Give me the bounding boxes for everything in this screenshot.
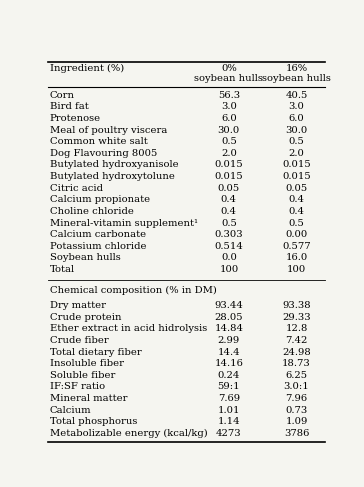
Text: Corn: Corn (50, 91, 75, 100)
Text: Dry matter: Dry matter (50, 301, 106, 310)
Text: 0.0: 0.0 (221, 253, 237, 262)
Text: 0.015: 0.015 (214, 172, 243, 181)
Text: Calcium propionate: Calcium propionate (50, 195, 150, 204)
Text: Insoluble fiber: Insoluble fiber (50, 359, 124, 368)
Text: 0.4: 0.4 (289, 195, 305, 204)
Text: 1.09: 1.09 (285, 417, 308, 426)
Text: 0.05: 0.05 (218, 184, 240, 193)
Text: 14.84: 14.84 (214, 324, 244, 333)
Text: IF:SF ratio: IF:SF ratio (50, 382, 105, 392)
Text: Bird fat: Bird fat (50, 102, 88, 112)
Text: 0.577: 0.577 (282, 242, 311, 251)
Text: 0.303: 0.303 (214, 230, 243, 239)
Text: 0.514: 0.514 (214, 242, 243, 251)
Text: 30.0: 30.0 (285, 126, 308, 134)
Text: 0.5: 0.5 (221, 219, 237, 227)
Text: 7.69: 7.69 (218, 394, 240, 403)
Text: 0.5: 0.5 (221, 137, 237, 146)
Text: Total dietary fiber: Total dietary fiber (50, 348, 142, 356)
Text: Crude fiber: Crude fiber (50, 336, 108, 345)
Text: Protenose: Protenose (50, 114, 101, 123)
Text: 3.0:1: 3.0:1 (284, 382, 309, 392)
Text: 29.33: 29.33 (282, 313, 311, 322)
Text: 2.99: 2.99 (218, 336, 240, 345)
Text: 40.5: 40.5 (285, 91, 308, 100)
Text: 0.4: 0.4 (221, 195, 237, 204)
Text: 93.44: 93.44 (214, 301, 243, 310)
Text: 59:1: 59:1 (218, 382, 240, 392)
Text: Potassium chloride: Potassium chloride (50, 242, 146, 251)
Text: 16%
soybean hulls: 16% soybean hulls (262, 64, 331, 83)
Text: 30.0: 30.0 (218, 126, 240, 134)
Text: 100: 100 (219, 265, 238, 274)
Text: Mineral-vitamin supplement¹: Mineral-vitamin supplement¹ (50, 219, 198, 227)
Text: Chemical composition (% in DM): Chemical composition (% in DM) (50, 285, 217, 295)
Text: 0.05: 0.05 (285, 184, 308, 193)
Text: 0.73: 0.73 (285, 406, 308, 415)
Text: 0.24: 0.24 (218, 371, 240, 380)
Text: 16.0: 16.0 (285, 253, 308, 262)
Text: Mineral matter: Mineral matter (50, 394, 127, 403)
Text: 3.0: 3.0 (289, 102, 305, 112)
Text: Calcium: Calcium (50, 406, 91, 415)
Text: 0%
soybean hulls: 0% soybean hulls (194, 64, 263, 83)
Text: 18.73: 18.73 (282, 359, 311, 368)
Text: 14.16: 14.16 (214, 359, 243, 368)
Text: Common white salt: Common white salt (50, 137, 147, 146)
Text: 100: 100 (287, 265, 306, 274)
Text: 14.4: 14.4 (218, 348, 240, 356)
Text: 6.0: 6.0 (289, 114, 304, 123)
Text: 0.015: 0.015 (214, 160, 243, 169)
Text: Citric acid: Citric acid (50, 184, 103, 193)
Text: 2.0: 2.0 (289, 149, 305, 158)
Text: Total: Total (50, 265, 75, 274)
Text: Calcium carbonate: Calcium carbonate (50, 230, 146, 239)
Text: Meal of poultry viscera: Meal of poultry viscera (50, 126, 167, 134)
Text: 6.25: 6.25 (285, 371, 308, 380)
Text: Total phosphorus: Total phosphorus (50, 417, 137, 426)
Text: Soybean hulls: Soybean hulls (50, 253, 120, 262)
Text: 6.0: 6.0 (221, 114, 237, 123)
Text: Metabolizable energy (kcal/kg): Metabolizable energy (kcal/kg) (50, 429, 207, 438)
Text: 0.4: 0.4 (289, 207, 305, 216)
Text: 0.4: 0.4 (221, 207, 237, 216)
Text: 1.01: 1.01 (218, 406, 240, 415)
Text: 56.3: 56.3 (218, 91, 240, 100)
Text: Ingredient (%): Ingredient (%) (50, 64, 124, 73)
Text: Ether extract in acid hidrolysis: Ether extract in acid hidrolysis (50, 324, 207, 333)
Text: 7.96: 7.96 (285, 394, 308, 403)
Text: 2.0: 2.0 (221, 149, 237, 158)
Text: 3.0: 3.0 (221, 102, 237, 112)
Text: Crude protein: Crude protein (50, 313, 121, 322)
Text: 0.00: 0.00 (285, 230, 308, 239)
Text: 0.5: 0.5 (289, 219, 305, 227)
Text: Butylated hydroxyanisole: Butylated hydroxyanisole (50, 160, 178, 169)
Text: 3786: 3786 (284, 429, 309, 438)
Text: 93.38: 93.38 (282, 301, 311, 310)
Text: 12.8: 12.8 (285, 324, 308, 333)
Text: 0.015: 0.015 (282, 172, 311, 181)
Text: Choline chloride: Choline chloride (50, 207, 134, 216)
Text: 1.14: 1.14 (218, 417, 240, 426)
Text: 0.5: 0.5 (289, 137, 305, 146)
Text: Butylated hydroxytolune: Butylated hydroxytolune (50, 172, 175, 181)
Text: 4273: 4273 (216, 429, 242, 438)
Text: Soluble fiber: Soluble fiber (50, 371, 115, 380)
Text: 28.05: 28.05 (214, 313, 243, 322)
Text: 7.42: 7.42 (285, 336, 308, 345)
Text: 0.015: 0.015 (282, 160, 311, 169)
Text: 24.98: 24.98 (282, 348, 311, 356)
Text: Dog Flavouring 8005: Dog Flavouring 8005 (50, 149, 157, 158)
